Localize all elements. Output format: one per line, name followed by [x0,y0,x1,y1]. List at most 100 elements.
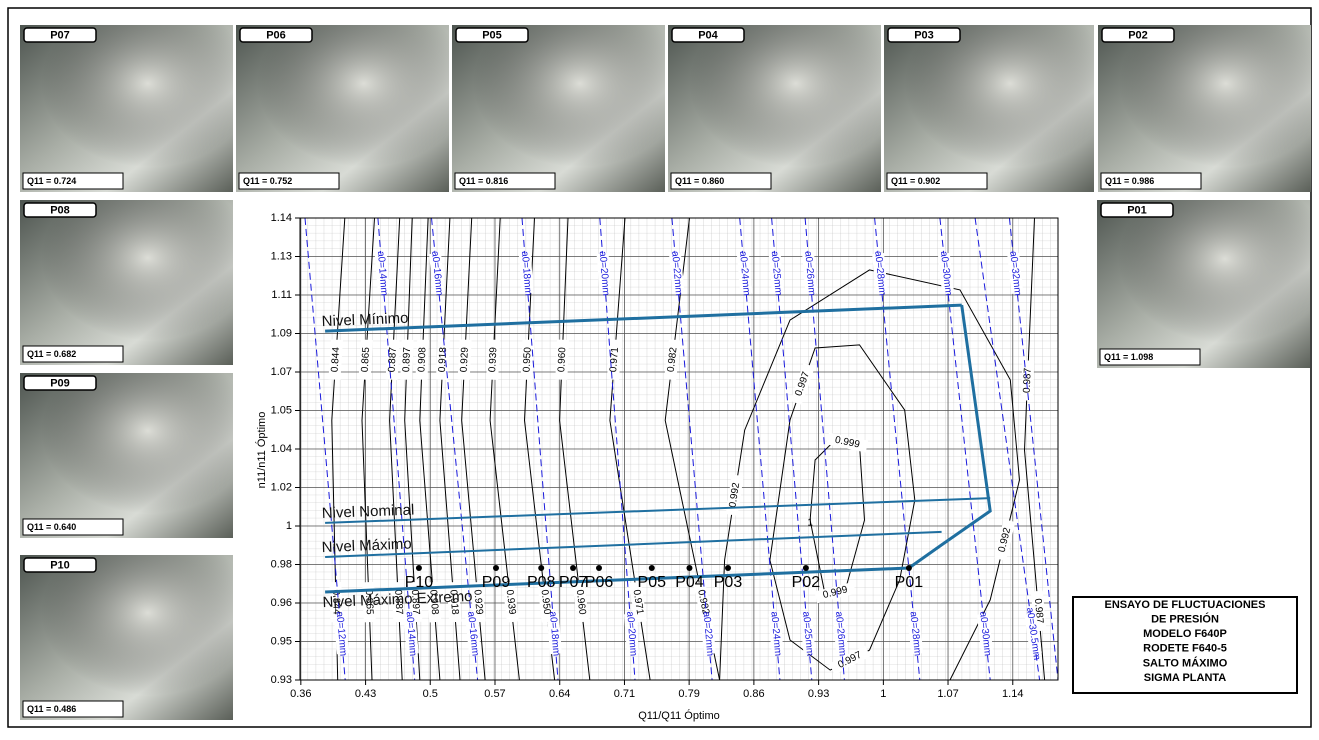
opening-label-bg [937,252,955,294]
photo-title-box [887,27,961,43]
opening-label-bg [872,252,888,294]
x-tick-label: 1 [880,688,886,700]
photo-title-box [671,27,745,43]
opening-line [671,218,713,680]
opening-label-bg [800,613,816,655]
contour-label-bg [1020,360,1035,401]
photo-title-box [455,27,529,43]
contour-label-bg [426,581,442,623]
info-box [1072,596,1298,694]
photo-caption-box [454,172,556,190]
opening-label-bg [465,613,481,655]
point-label: P05 [638,574,667,591]
opening-label: a0=22mm [701,611,716,657]
opening-line [874,218,921,680]
photo-title: P03 [914,29,934,41]
opening-label: a0=18mm [547,611,561,656]
y-tick-label: 1.05 [271,404,292,416]
contour-label: 0.939 [504,589,518,616]
opening-label: a0=28mm [872,251,887,297]
opening-label: a0=12mm [334,611,349,657]
photo-title-box [23,27,97,43]
contour-label-bg [629,581,648,623]
contour-label: 0.897 [401,347,413,373]
point-label: P03 [714,574,743,591]
operating-point [905,565,912,572]
photo-caption-box [22,172,124,190]
opening-label-bg [403,613,419,655]
info-line: MODELO F640P [1143,628,1227,640]
photo-highlight [668,25,881,192]
axes: 0.36 0.43 0.5 0.57 0.64 0.71 0.79 0.86 0.93 1 1.07… [271,212,1024,700]
info-text: ENSAYO DE FLUCTUACIONES DE PRESIÓN MODELO … [1105,599,1266,684]
y-tick-label: 0.95 [271,635,292,647]
operating-point [596,565,603,572]
contour-label-bg [400,339,414,380]
contour-label-bg [725,474,744,516]
opening-label-bg [768,613,784,655]
point-label: P09 [482,574,511,591]
opening-label: a0=16mm [429,251,444,297]
photo-tile: P03 Q11 = 0.902 [884,25,1094,192]
photo-tile: P10 Q11 = 0.486 [20,555,233,720]
photo-highlight [1097,200,1310,368]
operating-point [538,565,545,572]
opening-label: a0=14mm [404,611,419,656]
operating-point [686,565,693,572]
opening-label-bg [546,613,562,655]
contour-label-bg [814,581,857,604]
opening-line [431,218,479,680]
opening-label-bg [518,253,534,294]
x-tick-label: 0.71 [614,688,635,700]
point-label: P01 [895,574,924,591]
contour-label-bg [826,432,869,453]
photo-highlight [20,555,233,720]
level-line [325,497,991,524]
opening-label-bg [700,613,716,655]
photo-title-box [23,557,97,573]
photo-highlight [20,200,233,365]
contour-label-bg [537,581,554,623]
opening-line [771,218,813,680]
opening-label: a0=24mm [737,251,752,297]
photo-caption-box [22,518,124,536]
opening-label-bg [668,252,685,294]
contour-label: 0.844 [330,589,342,615]
photo-title-box [23,375,97,391]
contour-label: 0.939 [487,346,499,372]
point-label: P08 [527,574,556,591]
plot-area: 0.8440.8440.8650.8650.8870.8870.8970.897… [304,218,1058,680]
photo-title-box [1101,27,1175,43]
y-tick-label: 0.96 [271,597,292,609]
level-label: Nivel Nominal [321,502,414,522]
opening-label-bg [429,252,445,294]
contour-label: 0.982 [666,346,680,373]
photo-caption-box [238,172,340,190]
contour-label-bg [555,339,569,380]
photo-caption-box [886,172,988,190]
x-tick-label: 0.57 [484,688,505,700]
contour-label: 0.987 [1022,367,1034,393]
level-label: Nivel Mínimo [321,310,408,331]
opening-label: a0=26mm [833,611,848,657]
contour-label: 0.982 [695,589,711,616]
contour-label: 0.950 [522,346,534,372]
x-tick-label: 0.64 [549,688,570,700]
contour-label-bg [470,581,486,623]
photo-caption-box [1099,348,1201,366]
info-line: DE PRESIÓN [1151,613,1219,626]
opening-label: a0=25mm [769,251,784,297]
opening-label-bg [374,253,390,294]
contour-label: 0.897 [409,589,421,615]
y-tick-label: 1.07 [271,366,292,378]
x-tick-label: 1.14 [1002,688,1023,700]
photo-title: P07 [50,29,70,41]
y-tick-label: 1.04 [271,443,292,455]
photo-highlight [20,373,233,538]
opening-line [974,218,1041,680]
photo-caption: Q11 = 0.816 [459,176,508,186]
contour-label: 0.887 [392,589,404,615]
contour-label-bg [328,339,343,381]
opening-label: a0=18mm [519,251,533,296]
